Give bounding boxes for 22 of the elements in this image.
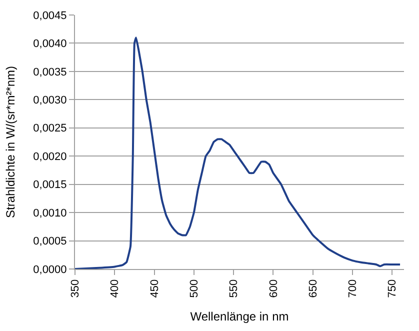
x-tick-label: 450 [148, 279, 161, 298]
y-tick-label: 0,0000 [33, 264, 67, 276]
y-tick-label: 0,0040 [33, 38, 67, 50]
x-tick-label: 500 [188, 279, 200, 298]
line-series [75, 36, 402, 269]
y-axis-title: Strahldichte in W/(sr*m²*nm) [3, 66, 18, 218]
y-tick-label: 0,0025 [33, 122, 67, 135]
x-tick-label: 600 [268, 279, 280, 298]
y-tick-label: 0,0035 [33, 66, 67, 78]
y-tick-label: 0,0020 [33, 150, 67, 163]
y-tick-label: 0,0015 [33, 179, 67, 192]
x-tick-label: 700 [347, 279, 360, 298]
y-tick-label: 0,0010 [33, 207, 67, 220]
x-tick-label: 750 [386, 279, 399, 298]
y-tick-label: 0,0030 [33, 94, 67, 107]
y-tick-label: 0,0045 [33, 10, 67, 22]
y-tick-label: 0,0005 [33, 236, 67, 248]
x-tick-label: 650 [307, 279, 320, 298]
x-tick-label: 400 [109, 279, 122, 298]
x-tick-label: 350 [70, 279, 82, 298]
x-axis-title: Wellenlänge in nm [190, 310, 289, 324]
x-tick-label: 550 [228, 279, 240, 298]
